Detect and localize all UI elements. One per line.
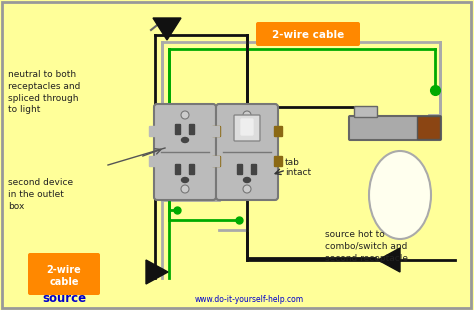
Text: 2-wire: 2-wire [46,265,82,275]
FancyBboxPatch shape [241,119,253,135]
Text: neutral to both
receptacles and
spliced through
to light: neutral to both receptacles and spliced … [8,70,81,114]
Circle shape [181,111,189,119]
FancyBboxPatch shape [190,125,194,135]
FancyBboxPatch shape [216,104,278,200]
Polygon shape [153,18,181,40]
FancyBboxPatch shape [154,104,216,200]
Polygon shape [146,260,168,284]
Text: second device
in the outlet
box: second device in the outlet box [8,178,73,210]
FancyBboxPatch shape [418,117,440,140]
FancyBboxPatch shape [237,165,243,175]
Circle shape [243,111,251,119]
FancyBboxPatch shape [175,165,181,175]
FancyBboxPatch shape [274,157,283,166]
FancyBboxPatch shape [349,116,441,140]
FancyBboxPatch shape [234,115,260,141]
Text: www.do-it-yourself-help.com: www.do-it-yourself-help.com [195,295,304,304]
Text: source hot to
combo/switch and
second receptacle: source hot to combo/switch and second re… [325,230,408,263]
FancyBboxPatch shape [256,22,360,46]
Ellipse shape [369,151,431,239]
FancyBboxPatch shape [274,126,283,136]
Text: 2-wire cable: 2-wire cable [272,30,344,40]
Ellipse shape [182,178,189,183]
FancyBboxPatch shape [211,126,219,136]
FancyBboxPatch shape [212,157,220,166]
FancyBboxPatch shape [149,126,157,136]
FancyBboxPatch shape [2,2,471,308]
Text: tab
intact: tab intact [285,158,311,177]
Ellipse shape [244,178,250,183]
FancyBboxPatch shape [355,107,377,117]
Circle shape [243,185,251,193]
Polygon shape [378,248,400,272]
Text: source: source [42,291,86,304]
FancyBboxPatch shape [28,253,100,295]
Text: cable: cable [49,277,79,287]
FancyBboxPatch shape [175,125,181,135]
Circle shape [181,185,189,193]
FancyBboxPatch shape [212,126,220,136]
FancyBboxPatch shape [211,157,219,166]
FancyBboxPatch shape [149,157,157,166]
FancyBboxPatch shape [190,165,194,175]
Ellipse shape [182,138,189,143]
FancyBboxPatch shape [252,165,256,175]
